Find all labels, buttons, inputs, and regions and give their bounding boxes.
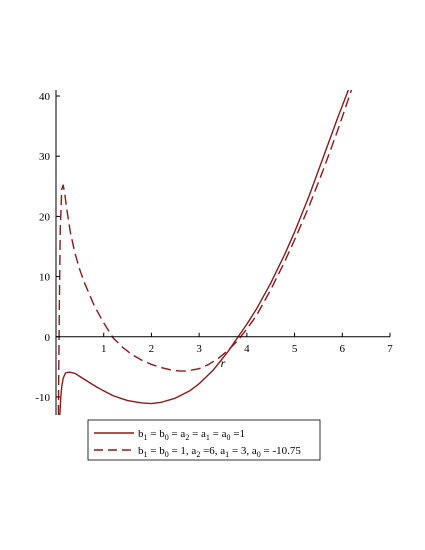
x-tick-label: 1	[101, 343, 107, 355]
x-tick-label: 5	[292, 343, 298, 355]
x-tick-label: 6	[340, 343, 346, 355]
series-line-2	[57, 90, 353, 415]
x-tick-label: 2	[149, 343, 155, 355]
y-tick-label: 40	[39, 91, 51, 103]
legend: b1 = b0 = a2 = a1 = a0 =1 b1 = b0 = 1, a2…	[87, 419, 321, 461]
legend-entry-1: b1 = b0 = a2 = a1 = a0 =1	[138, 428, 245, 442]
y-tick-label: 30	[39, 151, 51, 163]
legend-box	[87, 419, 321, 461]
tick-layer: 1 2 3 4 5 6 7 -10 0 10 20 30 40	[35, 91, 393, 404]
legend-entry-2: b1 = b0 = 1, a2 =6, a1 = 3, a0 = -10.75	[138, 445, 301, 459]
axes	[55, 90, 390, 415]
x-tick-label: 3	[196, 343, 202, 355]
curve-layer	[57, 90, 353, 415]
x-tick-label: 4	[244, 343, 250, 355]
y-tick-label: 20	[39, 211, 51, 223]
series-line-1	[59, 90, 350, 415]
y-tick-label: -10	[35, 392, 50, 404]
y-tick-label: 10	[39, 272, 51, 284]
y-tick-label: 0	[45, 332, 51, 344]
x-tick-label: 7	[387, 343, 393, 355]
x-axis-label: r	[221, 356, 226, 370]
